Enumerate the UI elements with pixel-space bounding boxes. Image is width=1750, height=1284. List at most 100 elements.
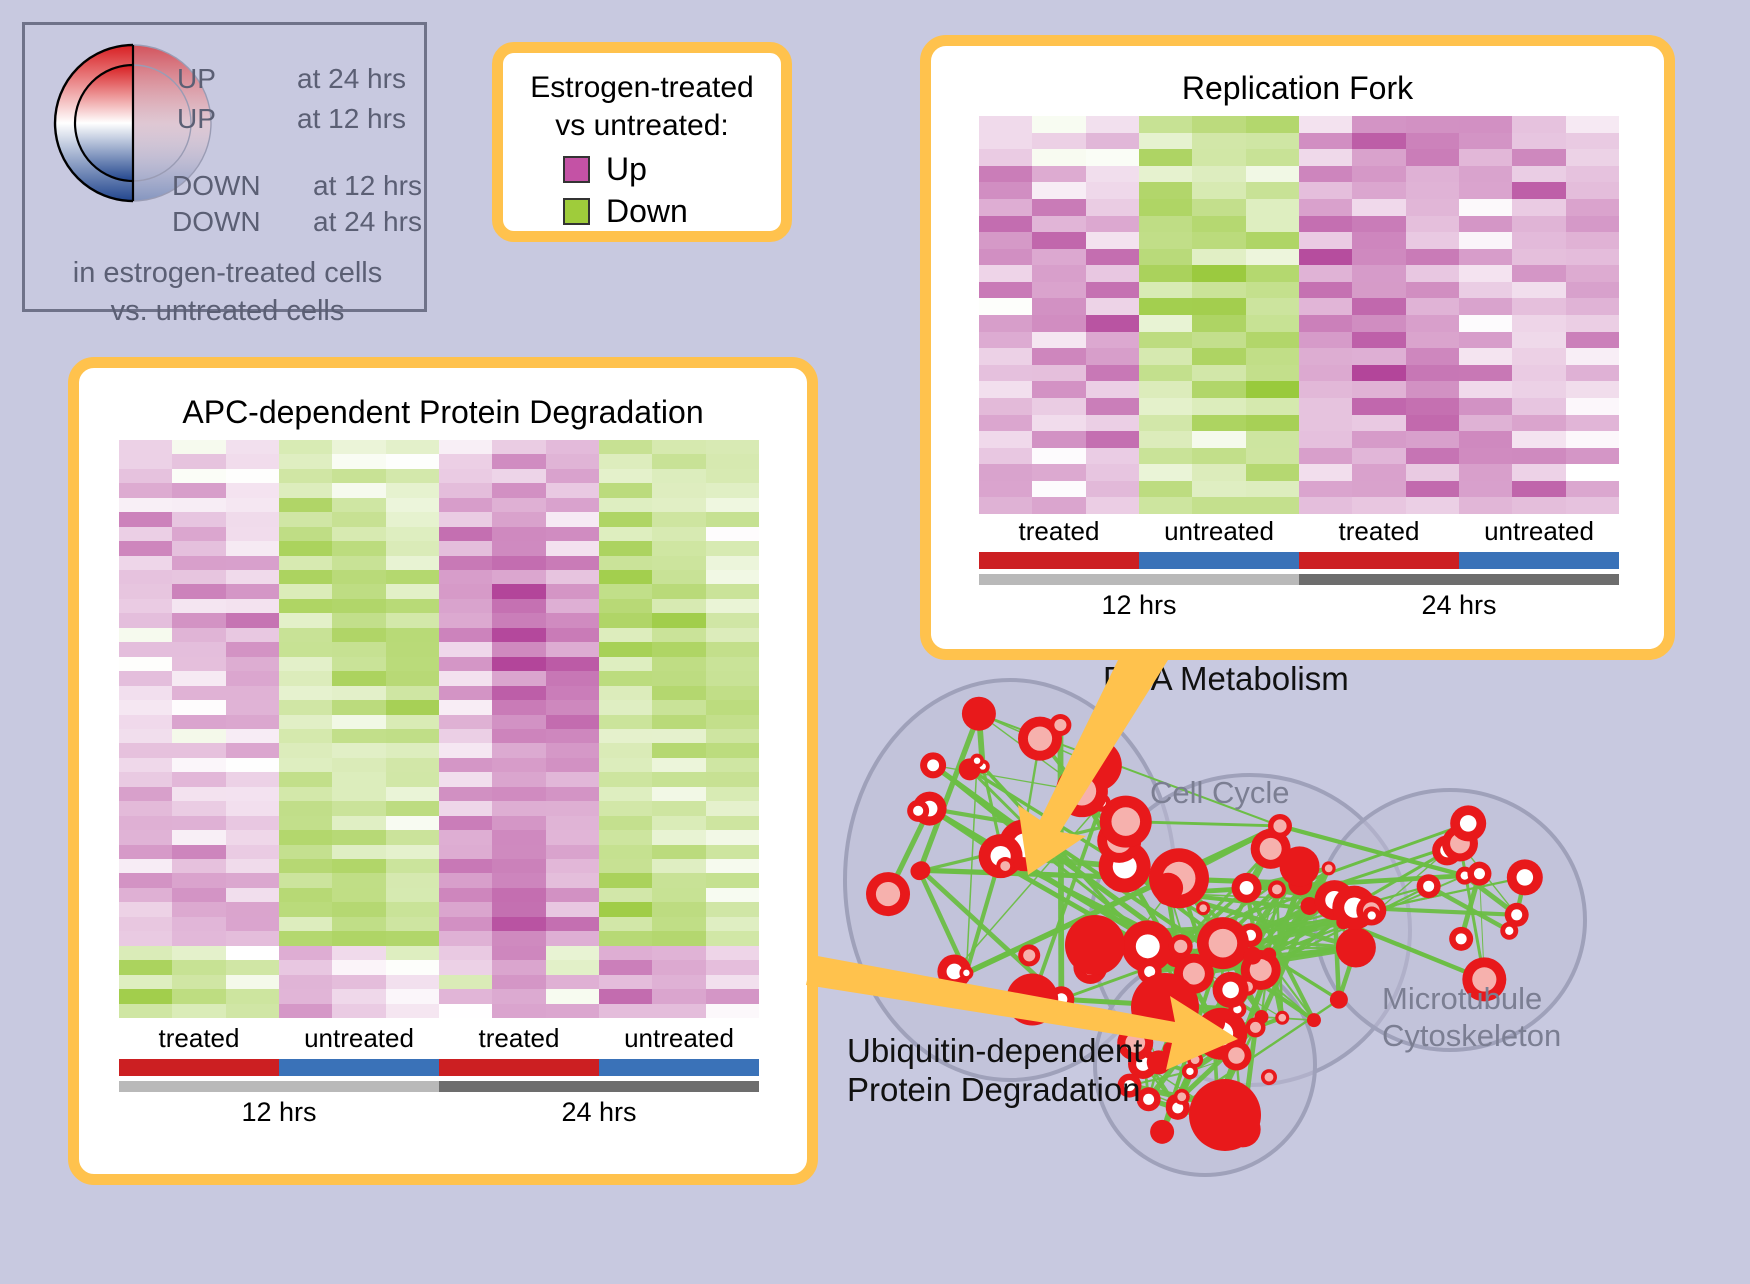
sample-group-label: treated <box>1338 516 1420 546</box>
network-node-core <box>1023 949 1036 962</box>
wheel-up-24-label: UP <box>177 63 216 94</box>
network-node-core <box>1199 904 1208 913</box>
network-node-core <box>1208 928 1238 958</box>
network-node-core <box>1174 939 1188 953</box>
heatmap-sample-labels-replication-fork: treated untreated treated untreated <box>979 516 1619 547</box>
network-node <box>1150 1119 1175 1144</box>
network-node <box>1335 927 1376 968</box>
network-node-core <box>1054 718 1067 732</box>
network-node <box>1146 1050 1171 1075</box>
network-node-core <box>1000 861 1011 871</box>
network-node-core <box>1259 837 1282 860</box>
time-color-bar-replication-fork <box>979 574 1619 585</box>
legend-label-up: Up <box>606 151 647 187</box>
panel-replication-fork: Replication Fork treated untreated treated… <box>920 35 1675 660</box>
sample-color-bar-apc <box>119 1059 759 1076</box>
network-node-core <box>1249 959 1272 982</box>
cluster-label-microtubule-cytoskeleton: Microtubule Cytoskeleton <box>1382 981 1562 1053</box>
heatmap-time-labels-replication-fork: 12 hrs 24 hrs <box>979 590 1619 621</box>
network-node-core <box>1273 819 1287 833</box>
network-node <box>1262 947 1277 962</box>
network-graph-svg <box>843 678 1587 1177</box>
network-node <box>1006 973 1059 1026</box>
sample-group-label: untreated <box>624 1023 734 1053</box>
network-edge <box>1279 823 1466 878</box>
updown-legend-title-line-1: Estrogen-treated <box>530 71 754 104</box>
network-node-core <box>1278 1013 1287 1022</box>
network-node <box>1279 846 1320 887</box>
network-node-core <box>1324 864 1333 873</box>
panel-title-apc: APC-dependent Protein Degradation <box>182 394 704 430</box>
network-node-core <box>963 969 970 977</box>
cluster-label-ubiquitin-degradation: Ubiquitin-dependent Protein Degradation <box>847 1032 1143 1108</box>
network-node-core <box>1423 880 1435 892</box>
network-edge <box>916 712 982 873</box>
network-node-core <box>1250 1021 1262 1033</box>
network-node-core <box>973 757 981 764</box>
network-node <box>1329 990 1348 1009</box>
network-node-core <box>1222 981 1239 999</box>
network-node-core <box>1027 726 1053 751</box>
wheel-up-12-time: at 12 hrs <box>297 103 406 134</box>
network-node-core <box>1143 1093 1155 1105</box>
network-node <box>1306 1013 1321 1028</box>
time-group-label: 24 hrs <box>561 1097 637 1127</box>
updown-legend-title-line-2: vs untreated: <box>555 109 729 142</box>
wheel-down-24-time: at 24 hrs <box>313 206 422 237</box>
network-node-core <box>1177 1092 1187 1102</box>
sample-group-label: treated <box>158 1023 240 1053</box>
colorwheel-legend-box: UP at 24 hrs UP at 12 hrs DOWN at 12 hrs… <box>22 22 427 327</box>
network-node-core <box>1172 1102 1184 1114</box>
sample-group-label: untreated <box>1484 516 1594 546</box>
network-node-core <box>927 759 940 772</box>
sample-group-label: treated <box>1018 516 1100 546</box>
network-node <box>1153 872 1184 903</box>
network-node <box>1018 817 1033 832</box>
network-node-core <box>1460 871 1469 880</box>
network-node-core <box>913 805 924 816</box>
network-node-core <box>1264 1072 1274 1082</box>
time-group-label: 12 hrs <box>241 1097 317 1127</box>
network-node <box>1201 1010 1226 1035</box>
sample-group-label: untreated <box>304 1023 414 1053</box>
cluster-label-cell-cycle: Cell Cycle <box>1150 775 1290 810</box>
network-node-core <box>1067 776 1097 806</box>
heatmap-apc <box>119 440 759 1018</box>
network-node <box>1243 946 1262 965</box>
network-diagram: DNA Metabolism Cell Cycle Microtubule Cy… <box>795 615 1750 1279</box>
network-edge <box>968 768 1027 826</box>
wheel-caption-line-1: in estrogen-treated cells <box>72 257 383 289</box>
network-node-core <box>1505 926 1514 935</box>
square-swatch-icon-down <box>563 197 590 225</box>
network-node-core <box>1186 1067 1194 1076</box>
network-node-core <box>1123 1080 1136 1092</box>
network-node-core <box>1516 869 1534 886</box>
panel-title-replication-fork: Replication Fork <box>1181 70 1414 106</box>
heatmap-sample-labels-apc: treated untreated treated untreated <box>119 1023 759 1054</box>
network-edge <box>965 823 1282 976</box>
updown-legend-box: Estrogen-treated vs untreated: Up Down <box>492 42 792 242</box>
network-node-core <box>1272 884 1282 895</box>
wheel-down-12-label: DOWN <box>172 170 261 201</box>
legend-item-down: Down <box>563 195 688 227</box>
network-node-core <box>1511 909 1523 921</box>
cluster-label-dna-metabolism: DNA Metabolism <box>1103 660 1349 697</box>
network-node-core <box>1228 1047 1245 1064</box>
network-node-core <box>1455 933 1467 945</box>
square-swatch-icon-up <box>563 155 590 183</box>
heatmap-time-labels-apc: 12 hrs 24 hrs <box>119 1097 759 1128</box>
network-node-core <box>1367 911 1376 920</box>
network-node-core <box>1111 807 1141 836</box>
colorwheel-icon <box>53 43 212 203</box>
network-node <box>910 862 929 881</box>
sample-group-label: untreated <box>1164 516 1274 546</box>
wheel-down-12-time: at 12 hrs <box>313 170 422 201</box>
heatmap-replication-fork <box>979 116 1619 514</box>
wheel-down-24-label: DOWN <box>172 206 261 237</box>
time-color-bar-apc <box>119 1081 759 1092</box>
network-node-core <box>875 881 901 907</box>
network-edge <box>1167 873 1465 896</box>
wheel-up-24-time: at 24 hrs <box>297 63 406 94</box>
network-node-core <box>1135 934 1160 959</box>
